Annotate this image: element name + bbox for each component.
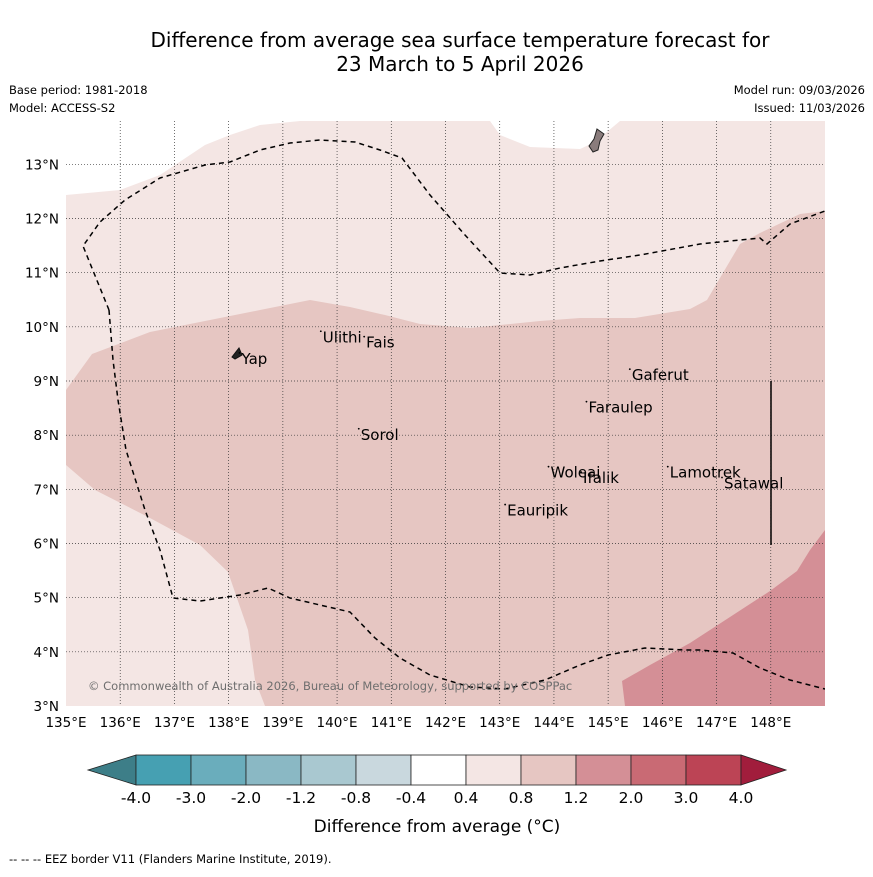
place-label-gaferut: Gaferut: [632, 366, 689, 384]
colorbar-label: Difference from average (°C): [314, 817, 561, 837]
chart-title: Difference from average sea surface temp…: [0, 28, 873, 76]
colorbar-tick-label: -0.4: [396, 789, 426, 807]
place-marker: [357, 427, 360, 430]
meta-left: Base period: 1981-2018 Model: ACCESS-S2: [9, 81, 148, 117]
lon-tick-label: 148°E: [750, 715, 791, 731]
colorbar-segment: [575, 754, 632, 786]
lon-tick-label: 142°E: [425, 715, 466, 731]
lat-tick-label: 9°N: [34, 374, 59, 390]
title-line-2: 23 March to 5 April 2026: [336, 52, 584, 76]
model-run: Model run: 09/03/2026: [733, 83, 865, 97]
colorbar-tick-label: 4.0: [729, 789, 754, 807]
zone-0.8-1.2: [66, 211, 825, 706]
place-marker: [585, 400, 588, 403]
place-marker: [666, 465, 669, 468]
colorbar: -4.0 -3.0 -2.0 -1.2 -0.8 -0.4 0.4 0.8 1.2 2.0 3.0 4…: [86, 754, 788, 807]
place-marker: [504, 503, 507, 506]
islands: [231, 128, 605, 360]
longitude-tick-labels: 135°E 136°E 137°E 138°E 139°E 140°E 141°E 142°E…: [45, 715, 791, 731]
lat-tick-label: 3°N: [34, 699, 59, 715]
graticule: [66, 121, 825, 706]
colorbar-segment: [245, 754, 302, 786]
lat-tick-label: 4°N: [34, 645, 59, 661]
place-label-satawal: Satawal: [724, 475, 783, 493]
lon-tick-label: 147°E: [696, 715, 737, 731]
colorbar-segment: [520, 754, 577, 786]
lat-tick-label: 11°N: [25, 266, 59, 282]
lat-tick-label: 7°N: [34, 482, 59, 498]
place-marker: [721, 476, 723, 479]
lon-tick-label: 143°E: [479, 715, 520, 731]
place-marker: [628, 368, 631, 371]
colorbar-tick-label: -4.0: [121, 789, 151, 807]
place-label-faraulep: Faraulep: [588, 399, 652, 417]
place-label-eauripik: Eauripik: [507, 502, 568, 520]
place-marker: [319, 330, 322, 333]
colorbar-tick-label: 0.8: [509, 789, 534, 807]
lon-tick-label: 141°E: [371, 715, 412, 731]
lat-tick-label: 13°N: [25, 157, 59, 173]
eez-border-line: [82, 139, 825, 311]
colorbar-tick-label: 3.0: [674, 789, 699, 807]
colorbar-tick-label: -2.0: [231, 789, 261, 807]
lon-tick-label: 140°E: [317, 715, 358, 731]
place-label-woleai: Woleai: [551, 464, 601, 482]
colorbar-tick-label: 1.2: [564, 789, 589, 807]
place-label-ifalik: Ifalik: [583, 469, 619, 487]
lat-tick-label: 12°N: [25, 212, 59, 228]
lon-tick-label: 135°E: [45, 715, 86, 731]
colorbar-extend-low: [86, 754, 137, 786]
colorbar-tick-label: -3.0: [176, 789, 206, 807]
colorbar-segment: [630, 754, 687, 786]
place-label-sorol: Sorol: [361, 426, 399, 444]
colorbar-segment: [190, 754, 247, 786]
zone-0.4-0.8-sw: [66, 634, 135, 706]
colorbar-segment: [465, 754, 522, 786]
lon-tick-label: 138°E: [208, 715, 249, 731]
place-label-ulithi: Ulithi: [323, 328, 362, 346]
colorbar-tick-label: -1.2: [286, 789, 316, 807]
lat-tick-label: 5°N: [34, 591, 59, 607]
colorbar-segment: [685, 754, 742, 786]
base-period: Base period: 1981-2018: [9, 83, 148, 97]
title-line-1: Difference from average sea surface temp…: [150, 28, 770, 52]
yap-island: [231, 347, 243, 360]
zone-1.2-2.0: [622, 530, 825, 706]
lat-tick-label: 10°N: [25, 320, 59, 336]
guam-island: [588, 128, 605, 153]
place-marker: [363, 335, 366, 338]
place-label-lamotrek: Lamotrek: [670, 464, 741, 482]
lon-tick-label: 139°E: [262, 715, 303, 731]
colorbar-segment: [410, 754, 467, 786]
place-marker: [238, 352, 241, 354]
place-marker: [547, 465, 550, 468]
colorbar-segment: [355, 754, 412, 786]
colorbar-segment: [300, 754, 357, 786]
place-marker: [580, 471, 582, 473]
place-label-fais: Fais: [366, 334, 395, 352]
colorbar-tick-label: 0.4: [454, 789, 479, 807]
lon-tick-label: 137°E: [154, 715, 195, 731]
issued-date: Issued: 11/03/2026: [754, 101, 865, 115]
model-name: Model: ACCESS-S2: [9, 101, 116, 115]
colorbar-tick-label: -0.8: [341, 789, 371, 807]
eez-border-line-south: [108, 309, 825, 690]
place-label-yap: Yap: [240, 350, 267, 368]
lon-tick-label: 136°E: [100, 715, 141, 731]
eez-border: [82, 139, 825, 690]
latitude-tick-labels: 3°N 4°N 5°N 6°N 7°N 8°N 9°N 10°N 11°N 12°N 13°N: [25, 157, 59, 715]
lon-tick-label: 146°E: [642, 715, 683, 731]
copyright-text: © Commonwealth of Australia 2026, Bureau…: [88, 679, 572, 693]
place-labels: Yap Ulithi Fais Gaferut Faraulep Sorol Lamotre…: [238, 328, 783, 520]
lat-tick-label: 8°N: [34, 428, 59, 444]
colorbar-extend-high: [740, 754, 788, 786]
meta-right: Model run: 09/03/2026 Issued: 11/03/2026: [734, 81, 865, 117]
colorbar-tick-label: 2.0: [619, 789, 644, 807]
lon-tick-label: 145°E: [588, 715, 629, 731]
lon-tick-label: 144°E: [533, 715, 574, 731]
colorbar-segment: [135, 754, 192, 786]
lat-tick-label: 6°N: [34, 537, 59, 553]
eez-legend-note: -- -- -- EEZ border V11 (Flanders Marine…: [9, 852, 332, 866]
